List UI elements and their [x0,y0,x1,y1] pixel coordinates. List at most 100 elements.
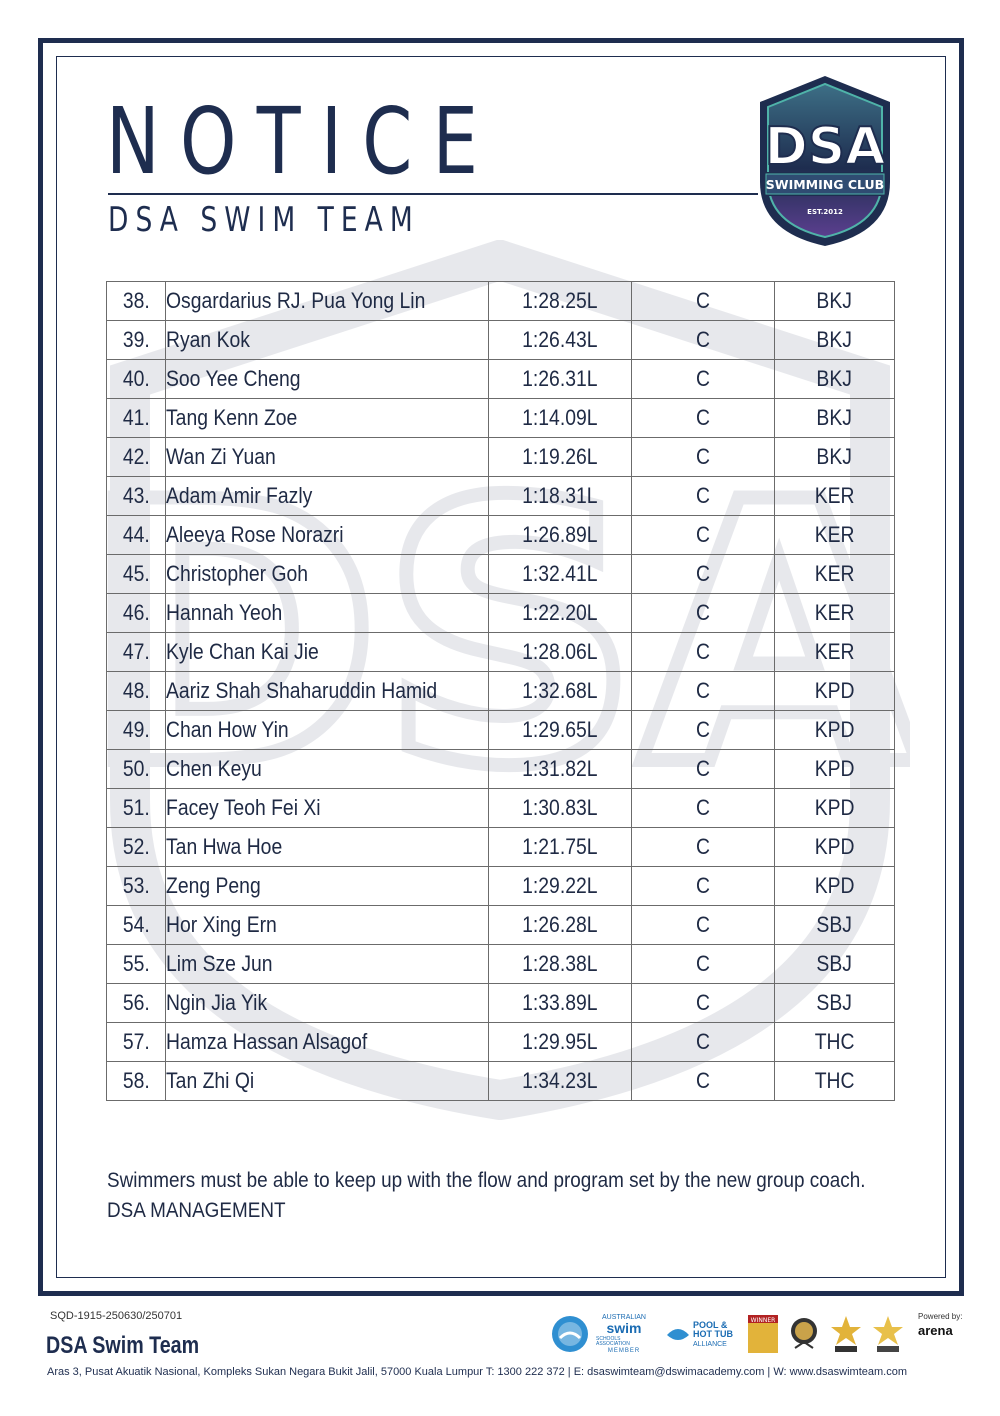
qualifying-time-cell: 1:26.43L [488,320,632,360]
location-code: BKJ [816,366,853,391]
group-code-cell: C [631,359,775,399]
group-code: C [696,600,710,625]
group-code-cell: C [631,437,775,477]
group-code-cell: C [631,983,775,1023]
location-code: BKJ [816,444,853,469]
swimmer-name-cell: Tan Zhi Qi [165,1061,489,1101]
location-code-cell: KPD [774,788,895,828]
group-code: C [696,795,710,820]
swimmer-name-cell: Adam Amir Fazly [165,476,489,516]
swimmer-number-cell: 38. [106,281,166,321]
swimmer-number: 46. [122,600,150,625]
location-code-cell: KPD [774,866,895,906]
qualifying-time: 1:26.31L [522,366,598,391]
location-code-cell: KER [774,632,895,672]
table-row: 58. Tan Zhi Qi 1:34.23L C THC [106,1061,895,1101]
qualifying-time-cell: 1:30.83L [488,788,632,828]
swimmer-name-cell: Lim Sze Jun [165,944,489,984]
swimmer-number: 44. [122,522,150,547]
swimmer-number: 45. [122,561,150,586]
group-code-cell: C [631,905,775,945]
qualifying-time-cell: 1:19.26L [488,437,632,477]
group-code: C [696,639,710,664]
group-code-cell: C [631,632,775,672]
powered-by-label: Powered by: [918,1312,963,1321]
table-row: 48. Aariz Shah Shaharuddin Hamid 1:32.68L C… [106,671,895,711]
swimmer-name-cell: Aariz Shah Shaharuddin Hamid [165,671,489,711]
location-code: BKJ [816,288,853,313]
swimmer-number-cell: 43. [106,476,166,516]
qualifying-time: 1:19.26L [522,444,598,469]
swimmer-name: Ngin Jia Yik [166,990,268,1015]
location-code-cell: BKJ [774,320,895,360]
swimmer-name-cell: Osgardarius RJ. Pua Yong Lin [165,281,489,321]
table-row: 56. Ngin Jia Yik 1:33.89L C SBJ [106,983,895,1023]
swimmer-name: Zeng Peng [166,873,261,898]
notice-message: Swimmers must be able to keep up with th… [107,1166,950,1226]
swimmer-name: Facey Teoh Fei Xi [166,795,321,820]
qualifying-time: 1:21.75L [522,834,598,859]
winner-award-badge-icon: WINNER [746,1314,780,1354]
roster-table: 38. Osgardarius RJ. Pua Yong Lin 1:28.25L C… [106,281,895,1101]
location-code: BKJ [816,405,853,430]
group-code-cell: C [631,671,775,711]
location-code-cell: KPD [774,827,895,867]
group-code-cell: C [631,710,775,750]
svg-text:WINNER: WINNER [751,1317,776,1324]
swimmer-number-cell: 54. [106,905,166,945]
location-code: KER [814,561,855,586]
group-code-cell: C [631,749,775,789]
dsa-swimming-club-logo: DSA SWIMMING CLUB EST.2012 [760,76,890,246]
swimmer-name: Kyle Chan Kai Jie [166,639,319,664]
swimmer-number: 51. [122,795,150,820]
swimmer-number: 54. [122,912,150,937]
swimmer-name-cell: Facey Teoh Fei Xi [165,788,489,828]
notice-signature: DSA MANAGEMENT [107,1199,286,1222]
location-code: BKJ [816,327,853,352]
location-code: THC [814,1029,855,1054]
swimmer-number-cell: 53. [106,866,166,906]
swimmer-number: 56. [122,990,150,1015]
swimmer-name: Aleeya Rose Norazri [166,522,344,547]
location-code: KPD [814,834,855,859]
location-code-cell: KPD [774,671,895,711]
star-award-badge-icon [870,1314,906,1354]
qualifying-time-cell: 1:22.20L [488,593,632,633]
table-row: 54. Hor Xing Ern 1:26.28L C SBJ [106,905,895,945]
group-code: C [696,951,710,976]
group-code: C [696,366,710,391]
group-code: C [696,327,710,352]
swimmer-name-cell: Ngin Jia Yik [165,983,489,1023]
swimmer-number-cell: 51. [106,788,166,828]
qualifying-time-cell: 1:28.25L [488,281,632,321]
location-code: KPD [814,717,855,742]
location-code: SBJ [816,912,853,937]
table-row: 42. Wan Zi Yuan 1:19.26L C BKJ [106,437,895,477]
swimmer-number: 43. [122,483,150,508]
table-row: 39. Ryan Kok 1:26.43L C BKJ [106,320,895,360]
qualifying-time: 1:26.28L [522,912,598,937]
swimmer-name: Tang Kenn Zoe [166,405,298,430]
swim-centre-badge-icon [548,1314,592,1354]
swimmer-name-cell: Christopher Goh [165,554,489,594]
qualifying-time-cell: 1:26.28L [488,905,632,945]
swimmer-name-cell: Hor Xing Ern [165,905,489,945]
swimmer-number-cell: 47. [106,632,166,672]
location-code-cell: BKJ [774,437,895,477]
table-row: 49. Chan How Yin 1:29.65L C KPD [106,710,895,750]
qualifying-time: 1:22.20L [522,600,598,625]
table-row: 44. Aleeya Rose Norazri 1:26.89L C KER [106,515,895,555]
qualifying-time: 1:26.89L [522,522,598,547]
swimmer-name: Chen Keyu [166,756,262,781]
qualifying-time: 1:14.09L [522,405,598,430]
location-code-cell: BKJ [774,281,895,321]
group-code: C [696,522,710,547]
group-code-cell: C [631,398,775,438]
group-code-cell: C [631,320,775,360]
swimmer-number-cell: 40. [106,359,166,399]
group-code: C [696,990,710,1015]
qualifying-time-cell: 1:34.23L [488,1061,632,1101]
group-code: C [696,405,710,430]
swimmer-name-cell: Zeng Peng [165,866,489,906]
swimmer-name: Tan Hwa Hoe [166,834,283,859]
